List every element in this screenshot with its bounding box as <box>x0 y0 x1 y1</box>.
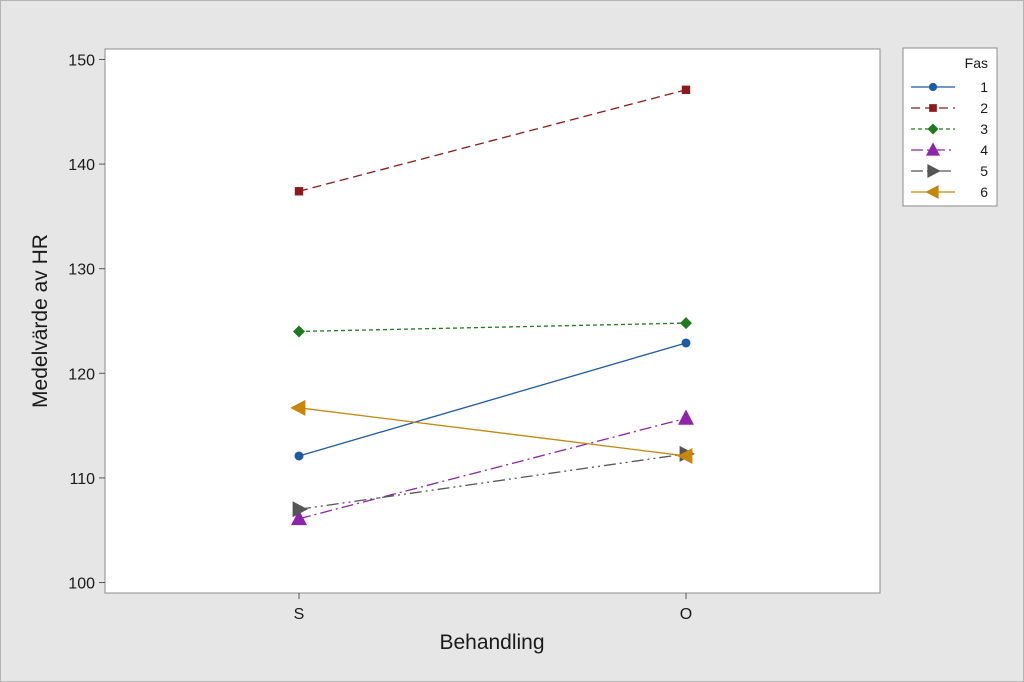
legend-label: 5 <box>980 163 988 179</box>
data-point <box>678 409 694 425</box>
legend-box <box>902 47 998 207</box>
x-axis-title: Behandling <box>439 631 544 654</box>
legend-entry: 3 <box>911 121 988 137</box>
legend-marker <box>925 185 939 199</box>
series-4 <box>291 409 694 526</box>
series-line <box>298 342 687 457</box>
series-line <box>298 407 687 457</box>
y-tick-label: 120 <box>68 366 95 383</box>
x-tick-label: S <box>294 606 305 623</box>
legend-marker <box>926 142 940 156</box>
y-axis-title: Medelvärde av HR <box>29 234 52 408</box>
plot-area <box>104 48 881 594</box>
y-tick-label: 110 <box>69 471 95 488</box>
legend-entry: 2 <box>911 100 988 116</box>
data-point <box>292 501 308 518</box>
legend-label: 6 <box>980 184 988 200</box>
legend-marker <box>927 164 941 178</box>
data-point <box>680 317 692 330</box>
y-tick-label: 140 <box>68 157 95 174</box>
legend-label: 3 <box>980 121 988 137</box>
data-point <box>294 187 304 196</box>
legend-label: 2 <box>980 100 988 116</box>
series-line <box>298 89 687 192</box>
legend-title: Fas <box>965 55 988 71</box>
y-tick-label: 100 <box>68 576 95 593</box>
series-line <box>298 322 687 333</box>
legend-entry: 6 <box>911 184 988 200</box>
x-tick-label: O <box>680 606 692 623</box>
series-2 <box>294 85 691 196</box>
series-1 <box>294 338 691 461</box>
data-point <box>681 338 691 348</box>
series-layer <box>290 85 695 526</box>
data-point <box>290 399 306 416</box>
series-3 <box>293 317 692 338</box>
y-tick-label: 130 <box>68 262 95 279</box>
legend-marker <box>928 82 938 92</box>
series-line <box>298 417 687 520</box>
legend-label: 4 <box>980 142 988 158</box>
y-axis: 100 110 120 130 140 150 <box>68 52 105 593</box>
data-point <box>291 509 307 526</box>
y-tick-label: 150 <box>68 52 95 69</box>
legend-label: 1 <box>980 79 988 95</box>
legend-entry: 5 <box>911 163 988 179</box>
data-point <box>294 451 304 461</box>
data-point <box>681 85 691 94</box>
data-point <box>293 325 305 338</box>
legend-marker <box>927 123 939 135</box>
legend-entry: 1 <box>911 79 988 95</box>
data-point <box>677 447 693 464</box>
legend-entry: 4 <box>911 142 988 158</box>
series-6 <box>290 399 693 464</box>
legend-marker <box>929 104 937 112</box>
legend: Fas 1 2 3 4 5 6 <box>902 47 998 207</box>
series-line <box>298 453 687 510</box>
